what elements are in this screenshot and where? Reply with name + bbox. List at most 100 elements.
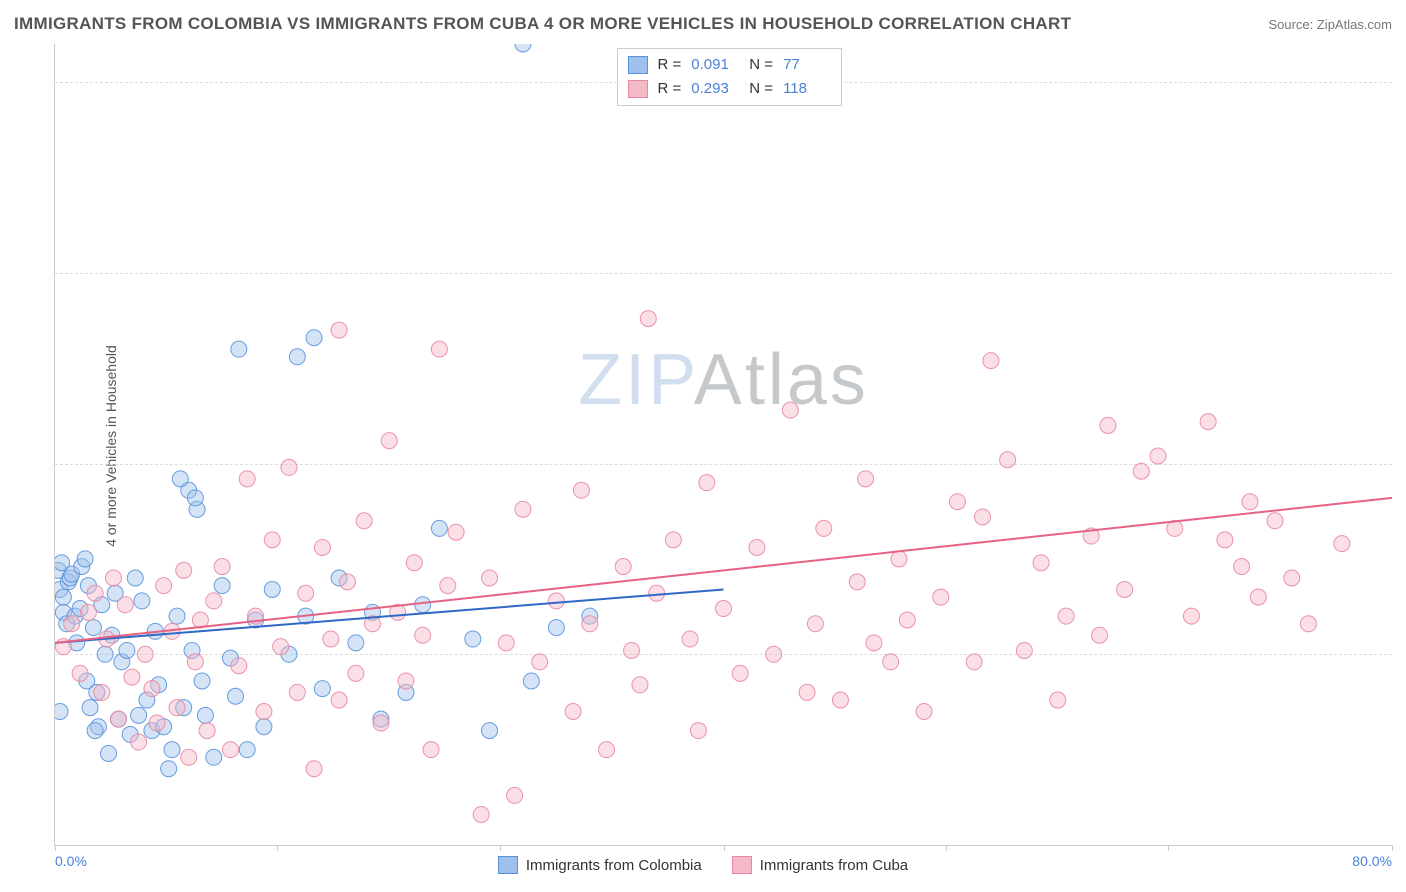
- data-point: [573, 482, 589, 498]
- data-point: [124, 669, 140, 685]
- data-point: [415, 597, 431, 613]
- y-tick-label: 5.0%: [1399, 646, 1406, 662]
- data-point: [239, 471, 255, 487]
- data-point: [80, 604, 96, 620]
- x-tick: [277, 845, 278, 851]
- data-point: [816, 520, 832, 536]
- data-point: [1284, 570, 1300, 586]
- data-point: [64, 616, 80, 632]
- data-point: [440, 578, 456, 594]
- data-point: [164, 742, 180, 758]
- data-point: [624, 642, 640, 658]
- y-tick-label: 20.0%: [1399, 74, 1406, 90]
- data-point: [239, 742, 255, 758]
- data-point: [206, 749, 222, 765]
- title-bar: IMMIGRANTS FROM COLOMBIA VS IMMIGRANTS F…: [14, 14, 1392, 34]
- data-point: [482, 570, 498, 586]
- scatter-plot: ZIPAtlas R =0.091 N =77 R =0.293 N =118 …: [54, 44, 1392, 846]
- data-point: [289, 684, 305, 700]
- data-point: [782, 402, 798, 418]
- data-point: [1033, 555, 1049, 571]
- data-point: [665, 532, 681, 548]
- data-point: [137, 646, 153, 662]
- data-point: [582, 616, 598, 632]
- data-point: [214, 559, 230, 575]
- data-point: [682, 631, 698, 647]
- x-tick: [1168, 845, 1169, 851]
- data-point: [197, 707, 213, 723]
- data-point: [97, 646, 113, 662]
- data-point: [77, 551, 93, 567]
- data-point: [131, 734, 147, 750]
- data-point: [306, 761, 322, 777]
- data-point: [1200, 414, 1216, 430]
- y-tick-label: 10.0%: [1399, 456, 1406, 472]
- data-point: [281, 459, 297, 475]
- data-point: [565, 704, 581, 720]
- data-point: [599, 742, 615, 758]
- data-point: [1267, 513, 1283, 529]
- data-point: [169, 608, 185, 624]
- data-point: [398, 673, 414, 689]
- data-point: [975, 509, 991, 525]
- data-point: [149, 715, 165, 731]
- data-point: [87, 585, 103, 601]
- data-point: [273, 639, 289, 655]
- data-point: [105, 570, 121, 586]
- data-point: [799, 684, 815, 700]
- data-point: [134, 593, 150, 609]
- data-point: [507, 787, 523, 803]
- series-legend: Immigrants from Colombia Immigrants from…: [0, 856, 1406, 874]
- data-point: [1300, 616, 1316, 632]
- data-point: [176, 562, 192, 578]
- data-point: [899, 612, 915, 628]
- data-point: [916, 704, 932, 720]
- data-point: [348, 635, 364, 651]
- data-point: [222, 742, 238, 758]
- data-point: [632, 677, 648, 693]
- data-point: [227, 688, 243, 704]
- data-point: [55, 589, 71, 605]
- data-point: [465, 631, 481, 647]
- data-point: [1234, 559, 1250, 575]
- data-point: [749, 539, 765, 555]
- data-point: [1058, 608, 1074, 624]
- data-point: [373, 715, 389, 731]
- data-point: [206, 593, 222, 609]
- data-point: [289, 349, 305, 365]
- data-point: [1117, 581, 1133, 597]
- data-point: [448, 524, 464, 540]
- data-point: [523, 673, 539, 689]
- data-point: [111, 711, 127, 727]
- data-point: [156, 578, 172, 594]
- data-point: [199, 723, 215, 739]
- data-point: [231, 341, 247, 357]
- data-point: [883, 654, 899, 670]
- data-point: [256, 704, 272, 720]
- x-tick: [500, 845, 501, 851]
- swatch-icon: [628, 56, 648, 74]
- data-point: [314, 539, 330, 555]
- data-point: [161, 761, 177, 777]
- data-point: [423, 742, 439, 758]
- swatch-icon: [628, 80, 648, 98]
- data-point: [181, 749, 197, 765]
- data-point: [1000, 452, 1016, 468]
- data-point: [949, 494, 965, 510]
- data-point: [187, 490, 203, 506]
- data-point: [1242, 494, 1258, 510]
- data-point: [849, 574, 865, 590]
- data-point: [983, 353, 999, 369]
- data-point: [866, 635, 882, 651]
- data-point: [339, 574, 355, 590]
- source-link[interactable]: ZipAtlas.com: [1317, 17, 1392, 32]
- data-point: [100, 745, 116, 761]
- data-point: [1092, 627, 1108, 643]
- data-point: [144, 681, 160, 697]
- data-point: [1016, 642, 1032, 658]
- data-point: [716, 601, 732, 617]
- data-point: [482, 723, 498, 739]
- data-point: [131, 707, 147, 723]
- data-point: [690, 723, 706, 739]
- data-point: [117, 597, 133, 613]
